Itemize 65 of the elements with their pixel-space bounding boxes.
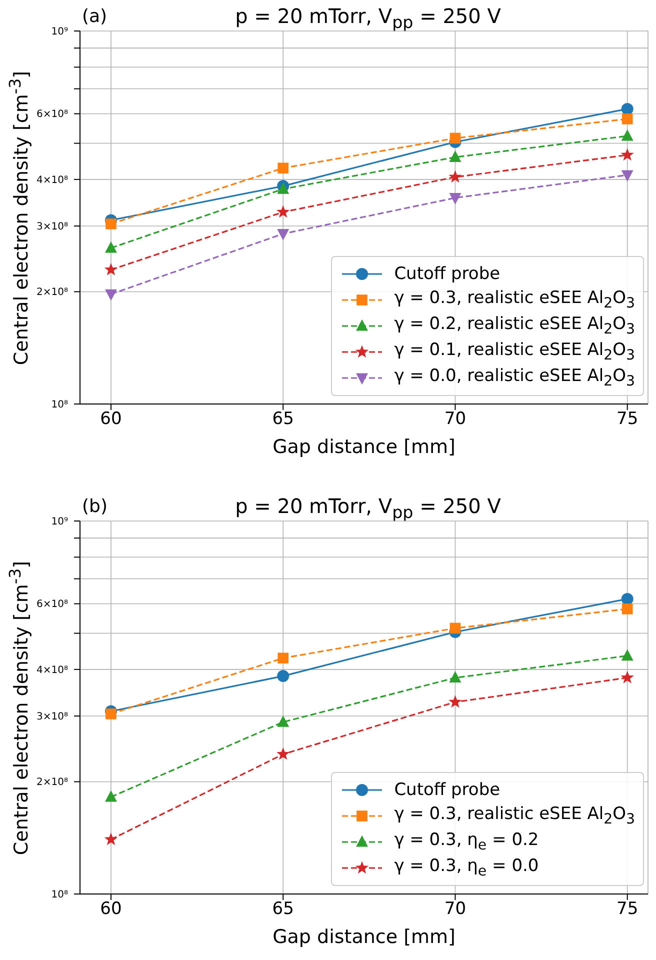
point — [104, 262, 118, 276]
point — [104, 832, 118, 846]
point — [104, 790, 117, 802]
point — [104, 241, 117, 253]
x-tick-label: 75 — [616, 409, 638, 430]
x-tick-label: 75 — [616, 899, 638, 920]
y-tick-label: 4×10⁸ — [36, 664, 68, 676]
point — [448, 170, 462, 183]
point — [276, 747, 290, 760]
y-tick-label: 10⁸ — [51, 890, 68, 900]
y-tick-label: 3×10⁸ — [36, 712, 68, 723]
y-tick-label: 4×10⁸ — [36, 174, 68, 186]
point — [276, 205, 290, 218]
point — [622, 604, 633, 614]
point — [449, 193, 462, 204]
point — [621, 170, 634, 182]
point — [620, 148, 634, 161]
point — [621, 102, 634, 115]
y-tick-label: 10⁸ — [51, 400, 68, 410]
point — [448, 695, 462, 708]
y-tick-label: 10⁹ — [51, 26, 68, 38]
point — [620, 670, 634, 684]
point — [106, 218, 116, 230]
point — [622, 114, 633, 124]
x-tick-label: 60 — [100, 899, 122, 920]
point — [449, 671, 462, 683]
chart-title: p = 20 mTorr, V$_{pp}$ = 250 V — [235, 494, 501, 522]
x-tick-label: 70 — [444, 409, 466, 430]
y-tick-label: 3×10⁸ — [36, 222, 68, 233]
legend-label: γ = 0.1, realistic eSEE Al$_{2}$O$_{3}$ — [394, 340, 635, 364]
x-axis-title: Gap distance [mm] — [272, 436, 456, 458]
point — [621, 129, 634, 141]
point — [449, 150, 462, 162]
y-tick-label: 2×10⁸ — [36, 287, 68, 298]
legend-label: Cutoff probe — [394, 780, 500, 800]
point — [277, 715, 290, 727]
legend-label: γ = 0.3, realistic eSEE Al$_{2}$O$_{3}$ — [394, 288, 635, 312]
point — [450, 132, 461, 144]
legend-label: Cutoff probe — [394, 264, 500, 284]
text: (b) — [82, 496, 108, 517]
legend-label: γ = 0.3, η$_{e}$ = 0.0 — [394, 856, 539, 880]
x-tick-label: 65 — [272, 899, 294, 920]
point — [277, 228, 290, 240]
text: (a) — [82, 6, 108, 27]
legend-label: γ = 0.0, realistic eSEE Al$_{2}$O$_{3}$ — [394, 366, 635, 390]
point — [278, 652, 289, 664]
point — [104, 289, 117, 301]
y-tick-label: 10⁹ — [51, 516, 68, 528]
point — [621, 592, 634, 605]
point — [106, 708, 116, 720]
y-tick-label: 2×10⁸ — [36, 777, 68, 788]
point — [621, 649, 634, 661]
x-tick-label: 65 — [272, 409, 294, 430]
chart-title: p = 20 mTorr, V$_{pp}$ = 250 V — [235, 4, 501, 32]
legend-label: γ = 0.3, η$_{e}$ = 0.2 — [394, 830, 539, 854]
y-tick-label: 6×10⁸ — [36, 599, 68, 610]
x-axis-title: Gap distance [mm] — [272, 926, 456, 948]
legend-label: γ = 0.2, realistic eSEE Al$_{2}$O$_{3}$ — [394, 314, 635, 338]
y-tick-label: 6×10⁸ — [36, 109, 68, 120]
x-tick-label: 60 — [100, 409, 122, 430]
legend-label: γ = 0.3, realistic eSEE Al$_{2}$O$_{3}$ — [394, 804, 635, 828]
point — [450, 622, 461, 634]
point — [278, 162, 289, 174]
x-tick-label: 70 — [444, 899, 466, 920]
point — [277, 670, 290, 682]
